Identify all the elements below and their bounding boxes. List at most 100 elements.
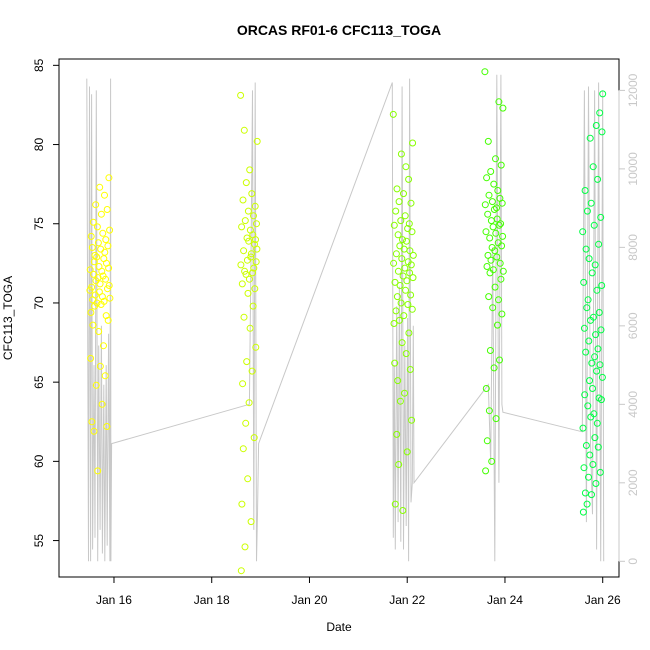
data-point: [396, 282, 404, 289]
data-point: [483, 437, 491, 445]
data-point: [103, 423, 111, 430]
data-point: [486, 234, 494, 242]
data-point: [250, 434, 258, 442]
data-point: [98, 400, 106, 408]
altitude-trace-line: [86, 74, 605, 562]
data-point: [579, 424, 587, 432]
data-point: [390, 320, 398, 327]
x-tick-label: Jan 16: [96, 593, 132, 607]
data-point: [581, 187, 589, 194]
data-point: [238, 500, 246, 508]
data-point: [497, 220, 505, 228]
data-point: [240, 313, 248, 321]
data-point: [592, 331, 600, 339]
data-point: [394, 267, 402, 275]
data-point: [94, 467, 102, 475]
data-point: [587, 199, 595, 207]
data-point: [106, 226, 114, 234]
data-point: [499, 267, 507, 275]
data-point: [483, 263, 491, 270]
data-point: [487, 256, 495, 264]
x-tick-label: Jan 24: [487, 593, 523, 607]
data-point: [395, 461, 403, 468]
data-point: [103, 206, 111, 213]
data-point: [92, 201, 100, 209]
data-point: [400, 312, 408, 320]
data-point: [582, 348, 590, 356]
data-point: [408, 305, 416, 313]
data-point: [579, 228, 587, 236]
scatter-points-layer: [86, 68, 607, 575]
data-point: [391, 359, 399, 367]
data-point: [585, 255, 593, 263]
data-point: [493, 204, 500, 212]
data-point: [237, 567, 245, 575]
y-tick-label: 75: [32, 217, 46, 231]
data-point: [247, 253, 255, 261]
x-tick-label: Jan 22: [389, 593, 425, 607]
data-point: [498, 310, 506, 318]
data-point: [399, 272, 407, 280]
x-tick-label: Jan 26: [585, 593, 621, 607]
data-point: [87, 232, 95, 240]
data-point: [398, 339, 406, 347]
data-point: [253, 220, 260, 228]
data-point: [394, 377, 402, 385]
data-point: [394, 231, 402, 239]
data-point: [493, 215, 501, 223]
data-point: [497, 275, 505, 283]
data-point: [96, 280, 104, 288]
data-point: [407, 261, 415, 269]
data-point: [485, 407, 493, 415]
data-point: [589, 385, 596, 392]
data-point: [239, 380, 247, 388]
data-point: [597, 396, 605, 404]
data-point: [589, 461, 597, 468]
y2-tick-label: 0: [626, 558, 640, 565]
data-point: [399, 507, 407, 514]
data-point: [402, 163, 410, 171]
data-point: [396, 397, 404, 405]
data-point: [89, 321, 97, 329]
data-point: [407, 199, 415, 207]
data-point: [408, 416, 416, 424]
x-axis-label: Date: [326, 620, 352, 634]
y-tick-label: 85: [32, 58, 46, 72]
data-point: [105, 174, 113, 182]
data-point: [590, 221, 598, 229]
data-point: [240, 247, 248, 255]
data-point: [397, 217, 405, 225]
data-point: [588, 491, 595, 499]
data-point: [252, 343, 260, 351]
data-point: [405, 220, 413, 228]
data-point: [594, 443, 602, 451]
data-point: [596, 361, 604, 369]
data-point: [597, 326, 605, 334]
data-point: [245, 275, 253, 283]
data-point: [492, 155, 499, 163]
data-point: [494, 321, 501, 329]
data-point: [249, 302, 257, 310]
data-point: [245, 237, 253, 245]
data-point: [488, 198, 496, 206]
data-point: [493, 253, 501, 261]
altitude-trace-layer: [86, 74, 605, 562]
data-point: [406, 269, 414, 277]
data-point: [87, 354, 95, 362]
data-point: [598, 128, 606, 136]
y-tick-label: 80: [32, 138, 46, 152]
data-point: [241, 217, 249, 225]
data-point: [495, 98, 503, 106]
data-point: [246, 324, 254, 332]
data-point: [390, 221, 398, 229]
data-point: [95, 328, 103, 335]
data-point: [247, 518, 255, 526]
data-point: [591, 353, 599, 361]
data-point: [105, 264, 113, 272]
data-point: [244, 207, 252, 215]
data-point: [244, 289, 252, 297]
y2-tick-label: 10000: [626, 152, 640, 186]
data-point: [99, 229, 107, 237]
